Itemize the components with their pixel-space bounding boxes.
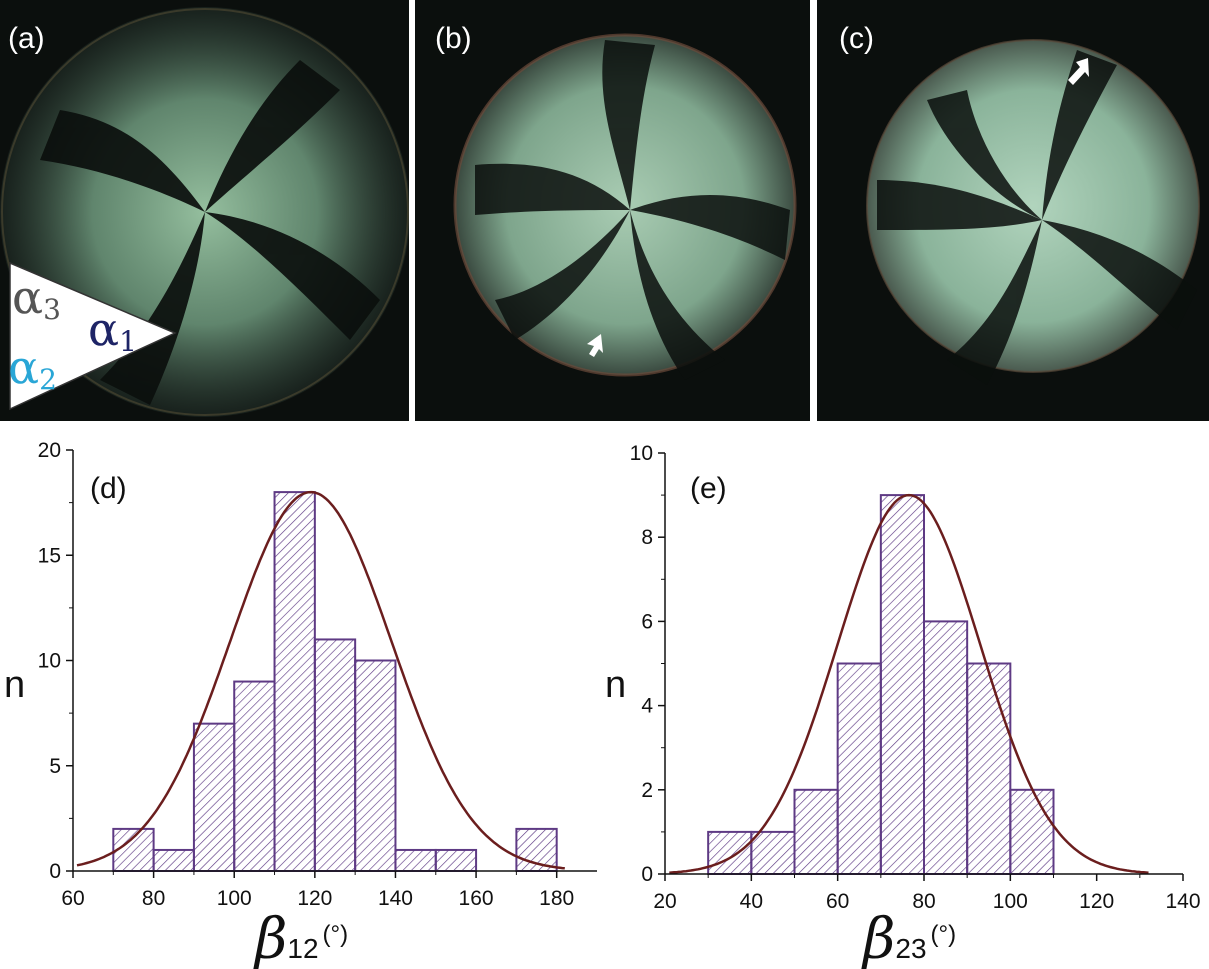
y-tick-label: 0 [641, 863, 653, 886]
x-tick-label: 60 [61, 887, 84, 910]
histogram-bar [966, 662, 1012, 875]
y-tick-label: 8 [641, 526, 653, 549]
histogram-bar [515, 827, 558, 873]
y-axis-label: n [605, 664, 626, 706]
extinction-brushes-b [475, 40, 790, 380]
micrograph-a-image: α3 α1 α2 [0, 7, 409, 417]
panel-label: (e) [690, 472, 727, 505]
histogram-bar [1009, 788, 1055, 875]
x-tick-label: 120 [1079, 890, 1114, 913]
alpha1-sub: 1 [119, 325, 137, 358]
histogram-bar [707, 830, 753, 876]
y-tick-label: 15 [38, 544, 61, 567]
gaussian-fit-line [669, 493, 1149, 874]
y-tick-label: 2 [641, 779, 653, 802]
histogram-bar [434, 848, 478, 873]
x-tick-label: 40 [740, 890, 763, 913]
panel-a-label: (a) [8, 22, 45, 55]
x-tick-label: 180 [539, 887, 574, 910]
histogram-e: 20 40 60 80 100 120 140 0 2 4 6 8 10 (e) n β23 (°) [605, 442, 1201, 969]
extinction-brushes-c [877, 50, 1197, 385]
y-tick-label: 20 [38, 439, 61, 462]
alpha3-base: α [12, 270, 43, 324]
x-tick-label: 140 [1165, 890, 1200, 913]
histogram-bar [394, 848, 437, 873]
arrow-icon [1068, 58, 1089, 85]
panel-c-label: (c) [839, 22, 874, 55]
histogram-bar [233, 680, 276, 872]
histogram-d: 60 80 100 120 140 160 180 0 5 10 15 20 (d) n β12 (°) [4, 439, 597, 969]
y-tick-label: 0 [49, 860, 61, 883]
micrograph-c-image [866, 39, 1200, 385]
angle-triangle [9, 261, 177, 411]
x-tick-label: 100 [217, 887, 252, 910]
x-axis-symbol: β [861, 907, 895, 969]
x-axis-label: β12 (°) [253, 907, 348, 969]
alpha2-base: α [8, 340, 39, 394]
micrograph-panel-c: (c) [817, 0, 1209, 421]
micrograph-panel-b: (b) [415, 0, 810, 421]
histogram-bar [354, 659, 397, 872]
histogram-bar [112, 827, 155, 873]
droplet-a-rim [1, 8, 409, 416]
histogram-bar [152, 848, 195, 873]
x-tick-label: 140 [378, 887, 413, 910]
droplet-b-rim [453, 33, 797, 377]
x-tick-label: 60 [826, 890, 849, 913]
histogram-bar [273, 491, 316, 872]
x-tick-label: 80 [142, 887, 165, 910]
x-axis-label: β23 (°) [861, 907, 956, 969]
histogram-bar [750, 830, 796, 876]
y-tick-label: 6 [641, 610, 653, 633]
extinction-brushes-a [40, 60, 380, 405]
x-axis-unit: (°) [931, 921, 957, 948]
alpha1-base: α [88, 302, 119, 356]
alpha3-sub: 3 [43, 293, 61, 326]
y-tick-label: 5 [49, 755, 61, 778]
alpha2-sub: 2 [39, 363, 57, 396]
histogram-bar [923, 620, 969, 876]
x-tick-label: 120 [297, 887, 332, 910]
x-axis-symbol: β [253, 907, 287, 969]
x-tick-label: 100 [993, 890, 1028, 913]
histogram-bar [192, 722, 236, 873]
panel-label: (d) [90, 472, 127, 505]
x-axis-subscript: 12 [287, 933, 318, 964]
droplet-c-rim [866, 39, 1200, 373]
y-axis-label: n [4, 664, 25, 706]
micrograph-b-image [453, 33, 797, 380]
histogram-bar [836, 662, 882, 875]
alpha2-label: α2 [8, 340, 57, 396]
alpha3-label: α3 [12, 270, 61, 326]
panel-b-label: (b) [435, 22, 472, 55]
gaussian-fit-line [76, 490, 565, 870]
micrograph-panel-a: α3 α1 α2 (a) [0, 0, 409, 421]
y-tick-label: 4 [641, 695, 653, 718]
y-tick-label: 10 [630, 442, 653, 465]
x-axis-subscript: 23 [895, 933, 926, 964]
x-tick-label: 20 [653, 890, 676, 913]
y-tick-label: 10 [38, 650, 61, 673]
x-tick-label: 160 [459, 887, 494, 910]
histogram-bar [313, 638, 357, 873]
histogram-bar [793, 788, 839, 875]
alpha1-label: α1 [88, 302, 137, 358]
histogram-bar [879, 494, 925, 875]
arrow-icon [587, 334, 603, 357]
x-tick-label: 80 [912, 890, 935, 913]
x-axis-unit: (°) [323, 921, 349, 948]
